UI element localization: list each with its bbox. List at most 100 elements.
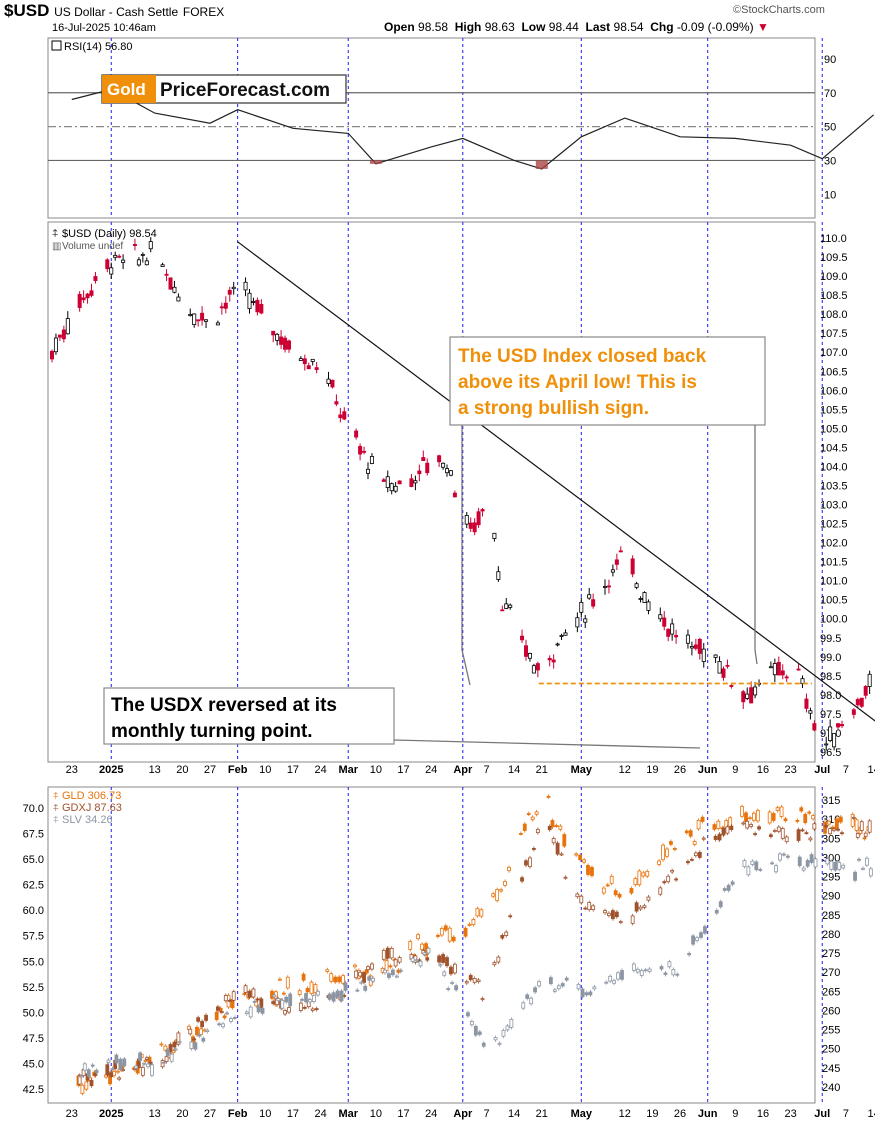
metals-candle-body (526, 813, 531, 815)
metals-candle-body (301, 973, 306, 981)
metals-legend-icon: ⍏ (53, 791, 59, 802)
price-candle-body (65, 318, 70, 335)
price-candle-body (808, 710, 813, 714)
metals-candle-body (630, 915, 635, 924)
metals-candle-body (297, 990, 302, 995)
metals-left-tick: 67.5 (23, 829, 44, 841)
metals-candle-body (659, 966, 664, 970)
metals-candle-body (591, 905, 596, 911)
price-candle-body (279, 336, 284, 345)
metals-candle-body (454, 985, 459, 991)
price-candle-body (160, 264, 165, 267)
metals-right-tick: 255 (822, 1025, 840, 1037)
price-candle-body (121, 259, 126, 263)
metals-candle-body (491, 893, 496, 897)
x-axis-label: May (571, 764, 593, 776)
metals-candle-body (173, 1048, 178, 1051)
metals-candle-body (532, 847, 536, 850)
price-candle-body (745, 693, 750, 699)
price-candle-body (417, 470, 422, 475)
price-candle-body (634, 583, 639, 588)
metals-candle-body (697, 851, 702, 858)
metals-candle-body (663, 972, 668, 975)
metals-candle-body (333, 976, 338, 983)
metals-right-tick: 245 (822, 1063, 840, 1075)
metals-right-tick: 280 (822, 929, 840, 941)
metals-legend-text: GDXJ 87.63 (62, 802, 122, 814)
metals-candle-body (110, 1068, 115, 1071)
metals-left-tick: 57.5 (23, 931, 44, 943)
metals-candle-body (449, 966, 453, 975)
metals-candle-body (700, 816, 705, 822)
x-axis-label: 10 (370, 764, 382, 776)
price-candle-body (365, 468, 370, 474)
metals-candle-body (717, 833, 722, 841)
metals-candle-body (779, 806, 784, 817)
metals-candle-body (80, 1084, 85, 1094)
price-candle-body (496, 571, 501, 580)
metals-candle-body (758, 869, 763, 871)
high-value: 98.63 (484, 20, 515, 34)
price-candle-body (840, 724, 845, 727)
x-axis-label: 7 (843, 1108, 849, 1120)
x-axis-label: Jul (814, 764, 830, 776)
price-tick-label: 96.5 (820, 747, 841, 759)
metals-candle-body (691, 935, 695, 945)
metals-candle-body (339, 990, 344, 1002)
metals-candle-body (508, 915, 513, 918)
metals-candle-body (584, 992, 589, 996)
x-axis-label: Mar (338, 1108, 358, 1120)
metals-candle-body (725, 826, 730, 834)
price-candle-body (851, 709, 856, 715)
metals-left-tick: 62.5 (23, 880, 44, 892)
metals-candle-body (529, 997, 534, 1005)
metals-right-tick: 265 (822, 986, 840, 998)
metals-candle-body (547, 826, 552, 831)
metals-candle-body (550, 820, 555, 828)
price-candle-body (662, 617, 667, 627)
metals-candle-body (232, 1017, 237, 1019)
price-tick-label: 109.0 (820, 271, 848, 283)
price-candle-body (689, 646, 694, 649)
price-candle-body (132, 244, 137, 246)
symbol-name: US Dollar - Cash Settle (54, 5, 179, 19)
metals-candle-body (305, 987, 310, 993)
metals-candle-body (271, 1001, 276, 1005)
metals-layer: 70.0 67.5 65.0 62.5 60.0 57.5 55.0 52.5 50.0 47.5… (23, 794, 873, 1096)
metals-candle-body (437, 955, 442, 963)
metals-candle-body (410, 957, 415, 962)
metals-candle-body (608, 975, 613, 982)
metals-candle-body (383, 969, 387, 974)
metals-candle-body (661, 844, 665, 861)
price-candle-body (630, 558, 635, 575)
x-axis-label: 23 (66, 764, 78, 776)
price-candle-body (164, 273, 169, 276)
price-tick-label: 99.0 (820, 652, 841, 664)
price-candle-body (559, 635, 564, 637)
price-tick-label: 108.0 (820, 309, 848, 321)
metals-candle-body (730, 881, 735, 885)
metals-candle-body (105, 1064, 110, 1076)
price-candle-body (204, 319, 209, 322)
price-candle-body (824, 743, 829, 746)
metals-candle-body (247, 991, 252, 998)
metals-candle-body (388, 965, 393, 968)
metals-candle-body (309, 981, 314, 995)
metals-candle-body (645, 870, 650, 877)
metals-candle-body (669, 841, 673, 845)
metals-candle-body (771, 813, 776, 821)
metals-candle-body (192, 1038, 197, 1041)
metals-candle-body (193, 1042, 198, 1050)
price-candle-body (547, 657, 552, 661)
metals-candle-body (161, 1061, 166, 1064)
last-label: Last (585, 20, 611, 34)
metals-candle-body (690, 858, 694, 861)
metals-candle-body (825, 858, 830, 865)
metals-legend-icon: ⍏ (53, 815, 59, 826)
price-candle-body (697, 638, 702, 654)
price-candle-body (859, 697, 864, 707)
price-tick-label: 106.0 (820, 385, 848, 397)
metals-candle-body (252, 1000, 257, 1003)
metals-candle-body (353, 964, 357, 968)
price-candle-body (231, 286, 236, 290)
